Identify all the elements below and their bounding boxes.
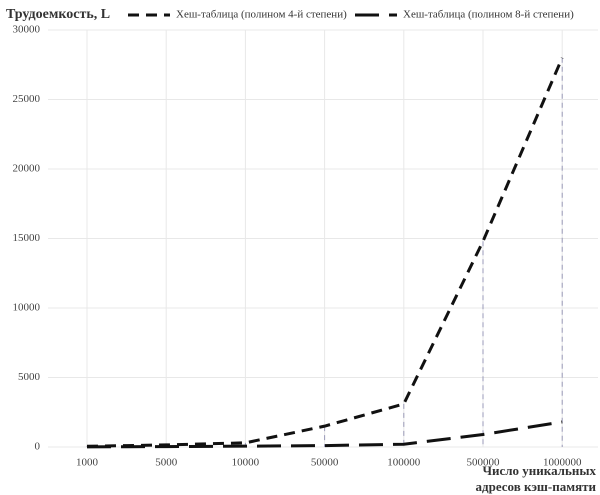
y-tick-label: 10000 xyxy=(13,302,41,314)
y-tick-label: 30000 xyxy=(13,24,41,36)
series-line xyxy=(86,57,564,448)
y-tick-label: 25000 xyxy=(13,93,41,105)
x-tick-label: 5000 xyxy=(155,457,178,469)
y-tick-label: 5000 xyxy=(18,371,41,383)
x-axis-label: адресов кэш-памяти xyxy=(476,479,597,494)
y-tick-label: 15000 xyxy=(13,232,41,244)
x-tick-label: 50000 xyxy=(311,457,339,469)
x-tick-label: 500000 xyxy=(467,457,501,469)
x-tick-label: 1000000 xyxy=(543,457,582,469)
legend-label: Хеш-таблица (полином 4-й степени) xyxy=(176,9,347,21)
legend-label: Хеш-таблица (полином 8-й степени) xyxy=(403,9,574,21)
y-tick-label: 20000 xyxy=(13,163,41,175)
x-tick-label: 10000 xyxy=(232,457,260,469)
x-axis-label: Число уникальных xyxy=(482,463,596,478)
y-axis-label: Трудоемкость, L xyxy=(6,7,110,22)
x-tick-label: 100000 xyxy=(387,457,421,469)
x-tick-label: 1000 xyxy=(76,457,99,469)
y-tick-label: 0 xyxy=(35,441,41,453)
series-line xyxy=(86,420,563,449)
